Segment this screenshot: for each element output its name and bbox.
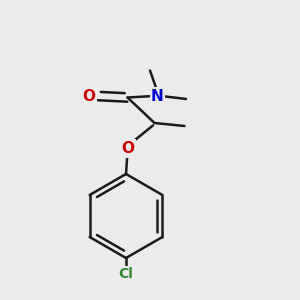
Text: N: N	[151, 88, 164, 104]
Text: O: O	[121, 141, 134, 156]
Text: O: O	[82, 88, 95, 104]
Text: Cl: Cl	[118, 268, 134, 281]
